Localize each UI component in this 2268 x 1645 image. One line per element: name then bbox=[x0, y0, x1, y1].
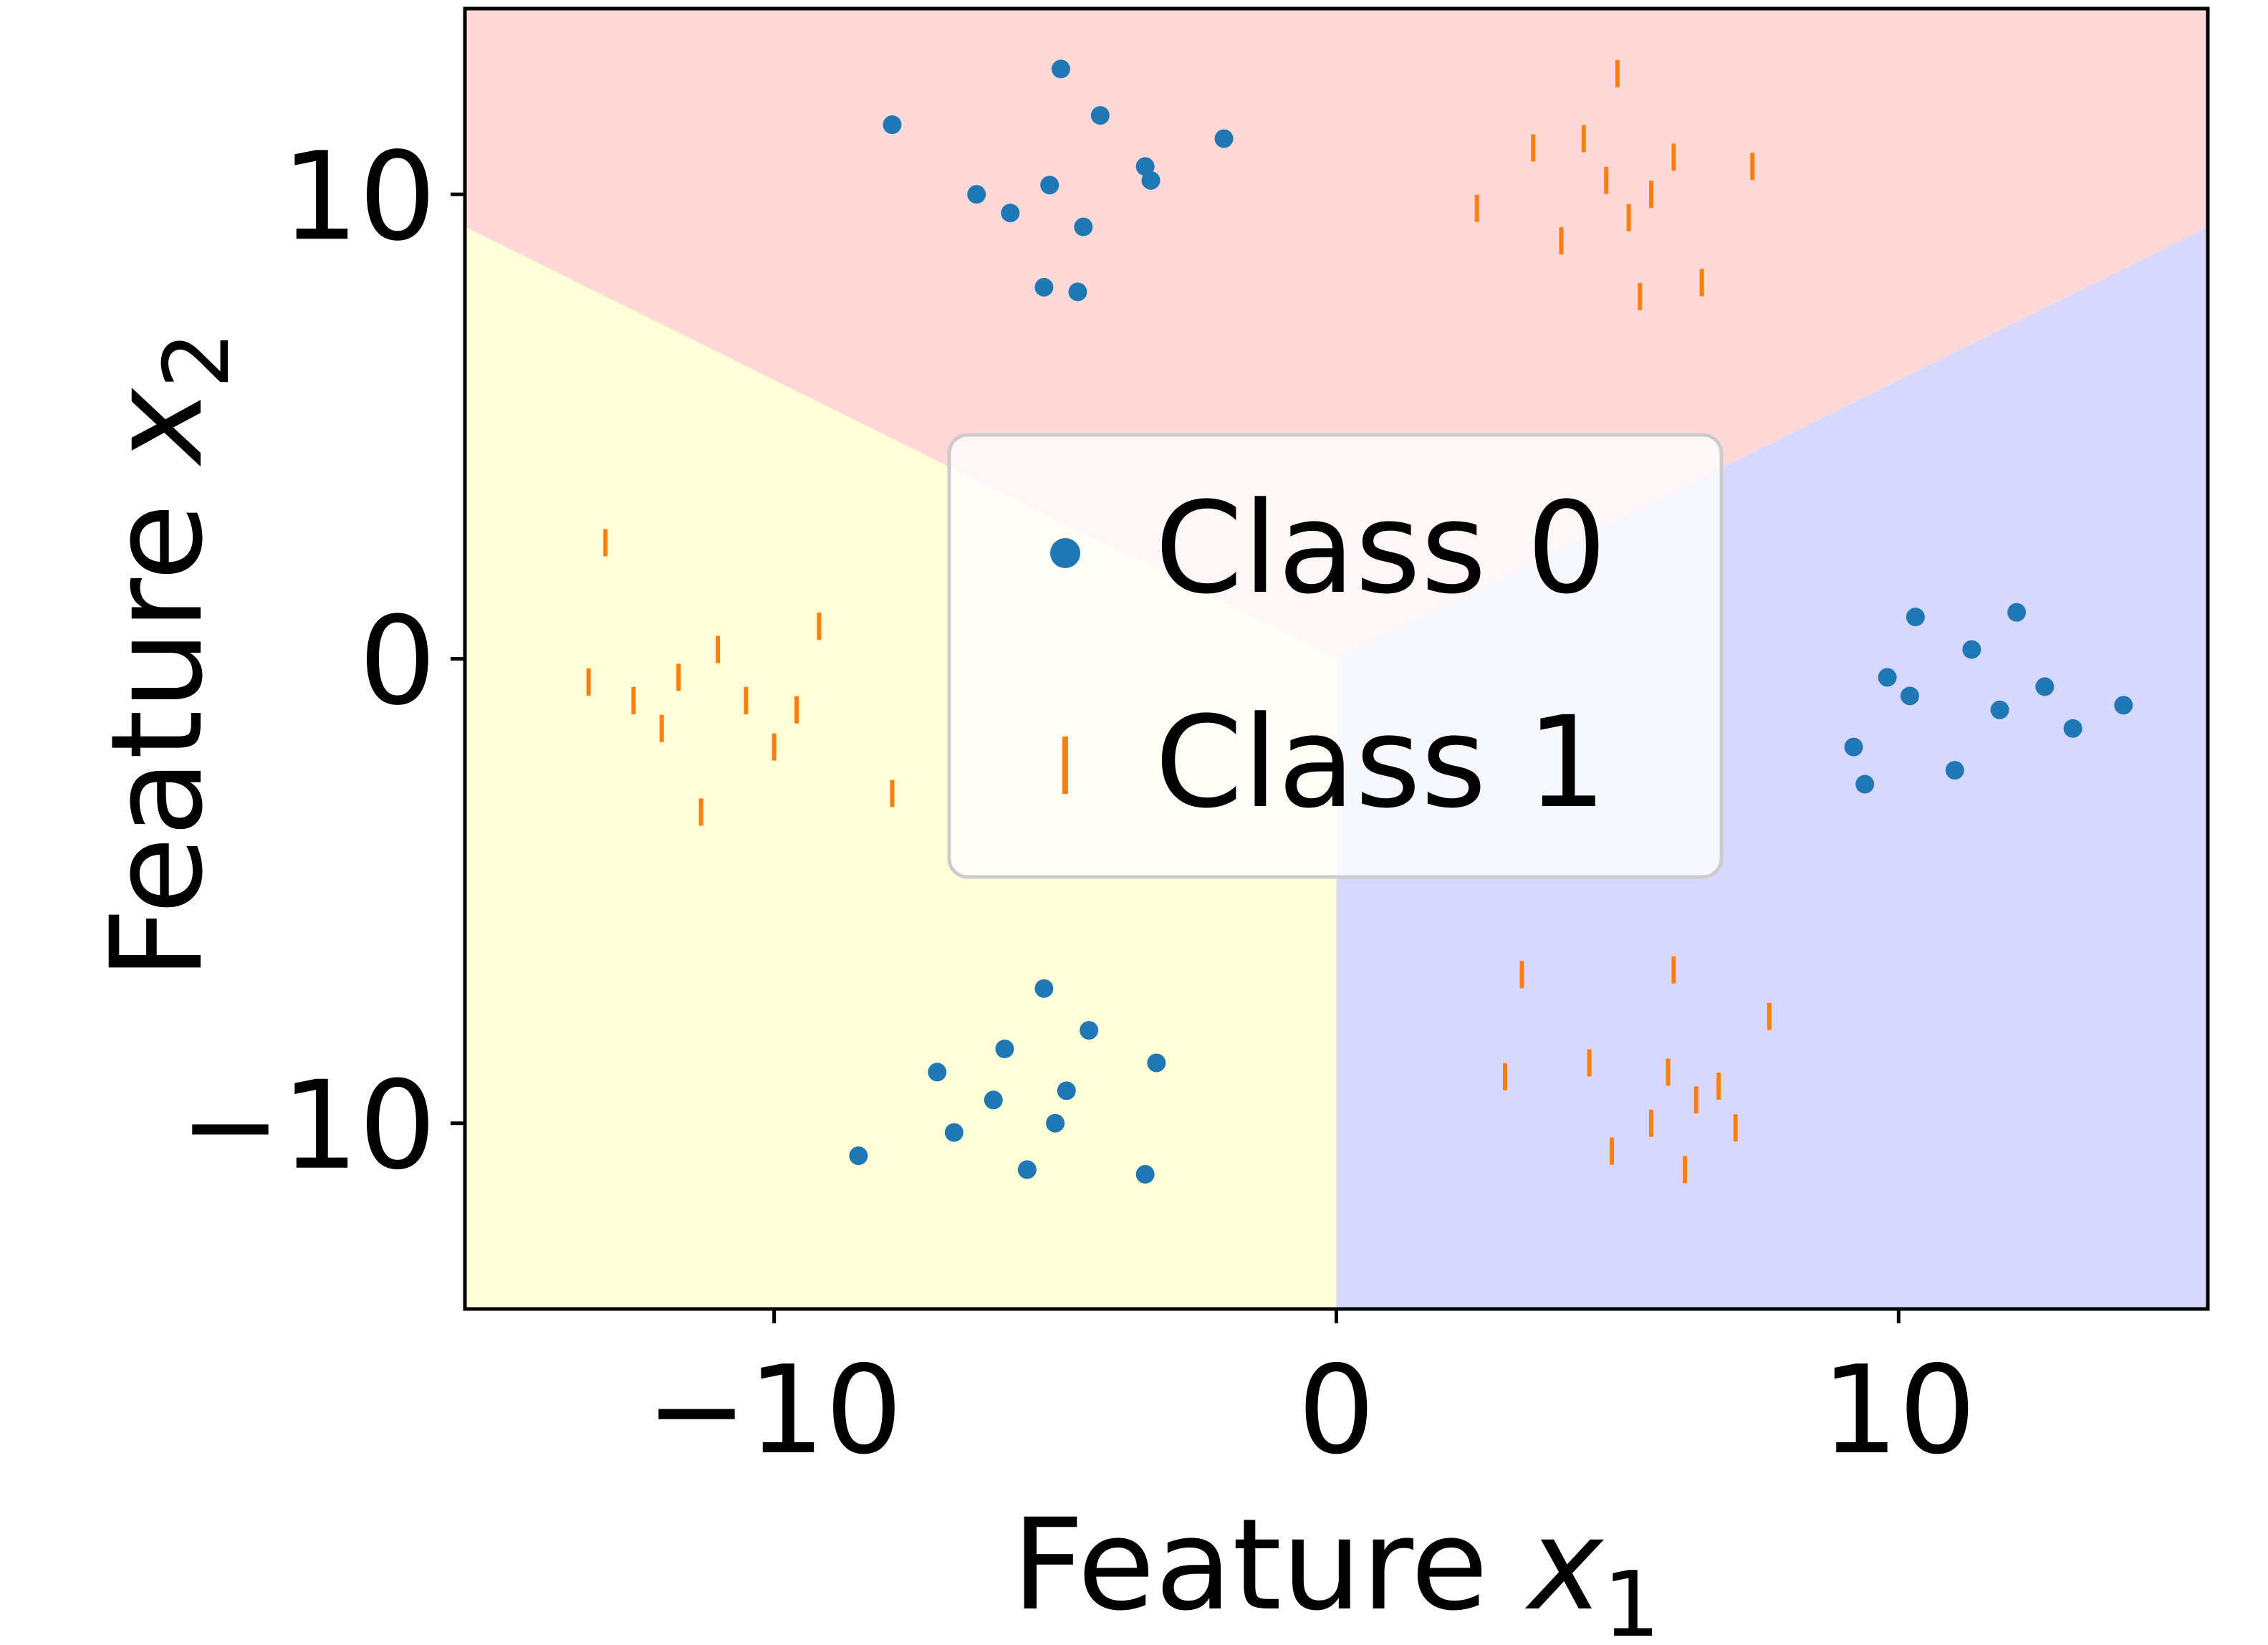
class-0-point bbox=[1878, 668, 1897, 687]
x-axis-label-var: x bbox=[1524, 1492, 1604, 1639]
data-points bbox=[586, 59, 2133, 1184]
class-0-point bbox=[928, 1063, 947, 1082]
class-0-point bbox=[1074, 217, 1093, 236]
legend-label-class-0: Class 0 bbox=[1155, 475, 1607, 622]
class-0-point bbox=[2007, 603, 2027, 622]
class-0-point bbox=[967, 185, 986, 204]
region-left bbox=[465, 226, 1337, 1310]
class-0-point bbox=[849, 1146, 868, 1166]
class-0-point bbox=[1147, 1053, 1166, 1073]
class-0-point bbox=[1051, 59, 1070, 79]
y-axis-label-text: Feature bbox=[84, 464, 231, 980]
class-0-point bbox=[1040, 176, 1059, 195]
x-axis-ticks: −10 0 10 bbox=[645, 1309, 1976, 1482]
y-axis-ticks: −10 0 10 bbox=[179, 126, 465, 1197]
x-tick-label: 0 bbox=[1297, 1340, 1375, 1482]
class-0-point bbox=[1080, 1021, 1099, 1040]
x-axis-label-sub: 1 bbox=[1603, 1552, 1661, 1645]
class-0-point bbox=[2035, 677, 2055, 696]
y-axis-label: Feature x2 bbox=[84, 331, 249, 979]
class-0-point bbox=[1962, 640, 1981, 659]
class-0-point bbox=[1135, 157, 1155, 176]
region-top bbox=[465, 9, 2208, 659]
x-axis-label-text: Feature bbox=[1012, 1492, 1528, 1639]
class-0-point bbox=[2063, 719, 2082, 738]
legend-label-class-1: Class 1 bbox=[1155, 689, 1607, 836]
decision-regions bbox=[465, 9, 2208, 1310]
y-axis-label-sub: 2 bbox=[144, 331, 249, 388]
region-right bbox=[1336, 226, 2208, 1310]
legend: Class 0 Class 1 bbox=[947, 433, 1724, 879]
class-0-point bbox=[1034, 979, 1054, 998]
x-tick-label: 10 bbox=[1821, 1340, 1976, 1482]
x-axis-label: Feature x1 bbox=[1012, 1492, 1660, 1645]
legend-box bbox=[947, 433, 1724, 879]
class-0-point bbox=[1906, 608, 1925, 627]
y-axis-label-var: x bbox=[84, 388, 231, 467]
y-tick-label: −10 bbox=[179, 1055, 436, 1197]
class-0-point bbox=[883, 115, 902, 135]
class-0-point bbox=[1034, 277, 1054, 297]
class-0-point bbox=[1901, 686, 1920, 706]
class-0-point bbox=[1945, 761, 1964, 780]
class-0-point bbox=[1214, 129, 1234, 148]
legend-marker-class-0 bbox=[1050, 538, 1080, 568]
class-0-point bbox=[1001, 203, 1020, 223]
y-tick-label: 10 bbox=[282, 126, 436, 268]
class-0-point bbox=[1135, 1165, 1155, 1184]
class-0-point bbox=[1141, 171, 1161, 190]
class-0-point bbox=[1057, 1081, 1076, 1100]
class-0-point bbox=[995, 1040, 1014, 1058]
class-0-point bbox=[1046, 1113, 1065, 1133]
class-0-point bbox=[1855, 774, 1875, 794]
class-0-point bbox=[984, 1090, 1003, 1110]
class-0-point bbox=[2114, 696, 2133, 715]
y-tick-label: 0 bbox=[359, 591, 436, 733]
class-0-point bbox=[944, 1123, 964, 1142]
class-0-point bbox=[1068, 282, 1087, 302]
x-tick-label: −10 bbox=[645, 1340, 903, 1482]
class-0-point bbox=[1844, 737, 1863, 757]
class-0-point bbox=[1017, 1160, 1037, 1179]
class-0-point bbox=[1090, 106, 1110, 125]
class-0-point bbox=[1990, 700, 2009, 719]
